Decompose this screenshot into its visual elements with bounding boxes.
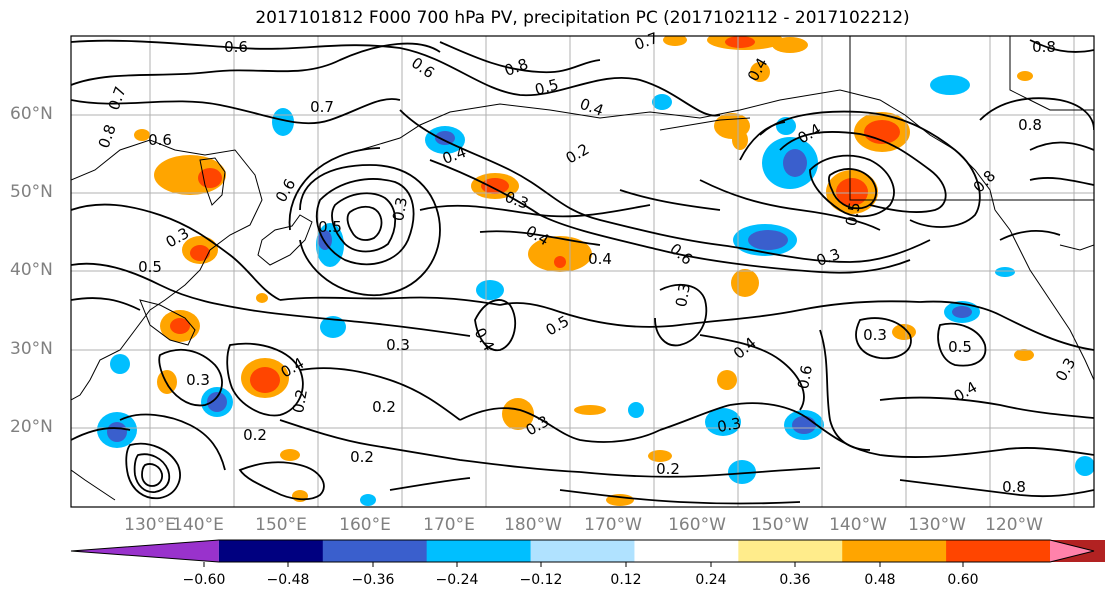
lon-tick-label: 160°E [339, 515, 391, 535]
colorbar-tick-label: 0.12 [610, 572, 642, 588]
contour-label: 0.4 [588, 250, 612, 268]
contour-label: 0.2 [350, 448, 374, 466]
coastlines [71, 36, 1094, 501]
colorbar-tick-label: 0.24 [695, 572, 727, 588]
lon-tick-label: 170°W [584, 515, 642, 535]
lat-tick-label: 60°N [10, 104, 53, 124]
pv-contours [71, 39, 1094, 505]
colorbar-segment [946, 540, 1051, 562]
colorbar-segment [218, 540, 324, 562]
colorbar-tick-label: −0.24 [435, 572, 479, 588]
contour-label: 0.3 [863, 326, 887, 344]
contour-label: 0.7 [310, 98, 334, 116]
lon-tick-label: 180°W [504, 515, 562, 535]
contour-label: 0.2 [656, 460, 680, 478]
contour-label: 0.6 [224, 38, 248, 56]
contour-label: 0.3 [672, 282, 694, 309]
colorbar-segment [71, 540, 219, 562]
colorbar-tick-label: 0.48 [864, 572, 896, 588]
colorbar-outline [70, 539, 1095, 563]
colorbar-segment [426, 540, 532, 562]
lon-tick-label: 140°E [172, 515, 224, 535]
map-gridlines [71, 36, 1094, 507]
lat-tick-label: 30°N [10, 339, 53, 359]
lon-tick-label: 130°E [124, 515, 176, 535]
contour-label: 0.8 [1002, 478, 1026, 496]
lon-tick-label: 120°W [985, 515, 1043, 535]
colorbar-tick-label: −0.36 [351, 572, 395, 588]
colorbar-segment [634, 540, 739, 562]
colorbar-tick-label: 0.60 [947, 572, 979, 588]
lat-tick-label: 20°N [10, 417, 53, 437]
contour-label: 0.5 [533, 75, 561, 99]
contour-label: 0.2 [243, 426, 267, 444]
colorbar-segment [530, 540, 635, 562]
contour-label: 0.5 [948, 338, 972, 356]
contour-label: 0.6 [148, 131, 172, 149]
lon-tick-label: 150°W [751, 515, 809, 535]
contour-label: 0.5 [842, 201, 864, 228]
map-frame [70, 35, 1095, 508]
contour-label: 0.8 [1018, 116, 1042, 134]
lat-tick-label: 50°N [10, 182, 53, 202]
contour-label: 0.5 [138, 258, 162, 276]
colorbar [70, 539, 1105, 567]
lon-tick-label: 160°W [668, 515, 726, 535]
colorbar-tick-label: −0.60 [182, 572, 226, 588]
lat-tick-label: 40°N [10, 260, 53, 280]
contour-label: 0.3 [186, 371, 210, 389]
map-title: 2017101812 F000 700 hPa PV, precipitatio… [255, 8, 910, 28]
colorbar-segment [1050, 540, 1094, 562]
contour-label: 0.3 [716, 414, 743, 436]
contour-label: 0.8 [1032, 38, 1056, 56]
colorbar-tick-label: −0.48 [266, 572, 310, 588]
contour-label: 0.5 [318, 218, 342, 236]
contour-label: 0.6 [794, 364, 816, 391]
colorbar-segment [842, 540, 947, 562]
contour-label: 0.2 [372, 398, 396, 416]
contour-label: 0.2 [289, 388, 311, 415]
colorbar-tick-label: −0.12 [519, 572, 563, 588]
lon-tick-label: 140°W [829, 515, 887, 535]
lon-tick-label: 150°E [255, 515, 307, 535]
lon-tick-label: 130°W [908, 515, 966, 535]
contour-label: 0.3 [386, 336, 410, 354]
contour-label: 0.3 [389, 196, 411, 223]
colorbar-segment [322, 540, 428, 562]
colorbar-tick-label: 0.36 [779, 572, 811, 588]
lon-tick-label: 170°E [423, 515, 475, 535]
colorbar-segment [738, 540, 843, 562]
